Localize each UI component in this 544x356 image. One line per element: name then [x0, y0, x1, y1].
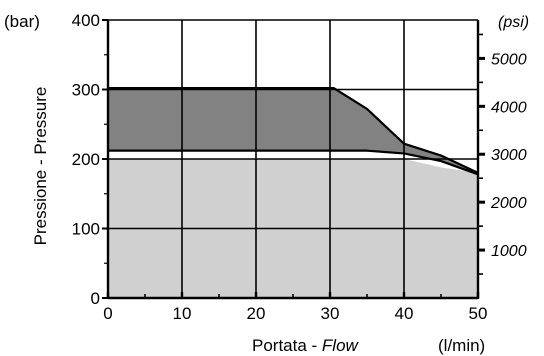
y-unit-left: (bar)	[4, 12, 40, 31]
x-axis-title-main: Portata -	[252, 336, 322, 355]
y-tick-label: 300	[72, 81, 100, 100]
x-tick-label: 10	[173, 304, 192, 323]
y-tick-label: 200	[72, 150, 100, 169]
dark-area-layer	[108, 88, 478, 175]
x-axis-title-em: Flow	[322, 336, 360, 355]
psi-tick-label: 3000	[491, 147, 527, 164]
x-tick-label: 20	[247, 304, 266, 323]
psi-tick-label: 5000	[491, 51, 527, 68]
psi-tick-label: 1000	[491, 243, 527, 260]
y-tick-label: 100	[72, 220, 100, 239]
psi-tick-label: 4000	[491, 99, 527, 116]
y-unit-right: (psi)	[498, 14, 529, 31]
series-curve-1	[108, 149, 479, 176]
x-tick-label: 50	[469, 304, 488, 323]
y-tick-label: 0	[91, 289, 100, 308]
psi-tick-label: 2000	[490, 195, 527, 212]
series-curve-2	[108, 87, 479, 174]
x-tick-label: 40	[395, 304, 414, 323]
x-tick-label: 30	[321, 304, 340, 323]
dark-area-fill	[108, 88, 478, 175]
x-tick-label: 0	[103, 304, 112, 323]
x-axis-title: Portata - Flow	[252, 336, 360, 355]
labels-layer: (bar) (psi) Pressione - Pressure Portata…	[4, 11, 529, 355]
grid-layer	[108, 19, 479, 298]
y-axis-title: Pressione - Pressure	[31, 87, 50, 246]
curve-layer	[108, 87, 479, 176]
axes-layer	[102, 19, 485, 300]
x-unit: (l/min)	[438, 336, 485, 355]
y-tick-label: 400	[72, 11, 100, 30]
